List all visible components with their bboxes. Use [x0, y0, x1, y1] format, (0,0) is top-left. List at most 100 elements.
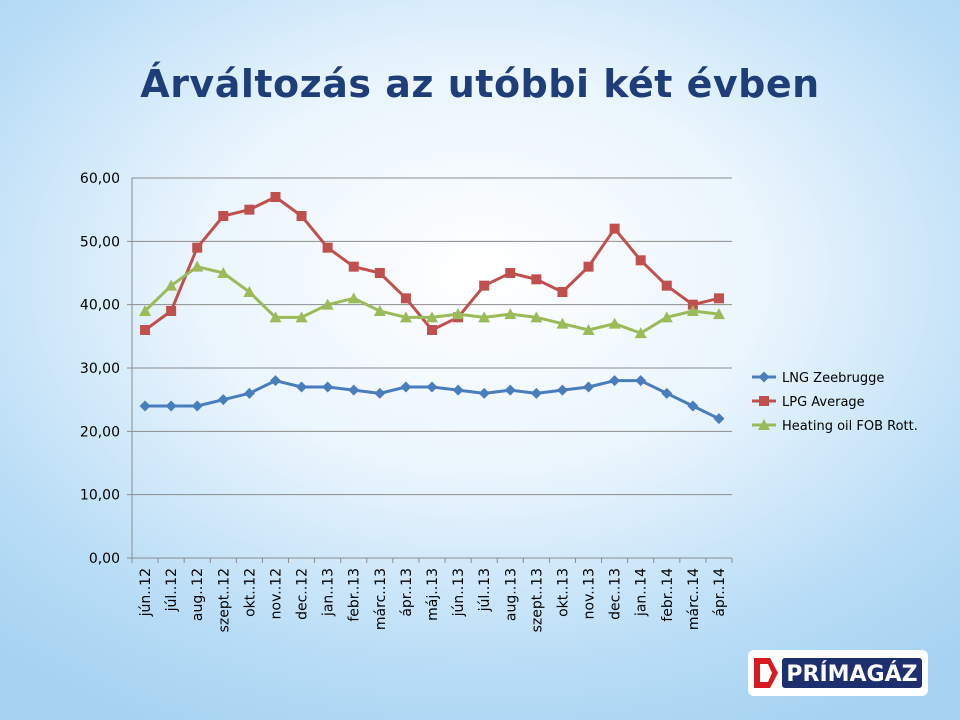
x-tick-labels: jún..12 júl..12 aug..12 szept..12 okt..12 nov… — [138, 568, 728, 632]
data-point — [374, 387, 386, 399]
data-point — [582, 324, 595, 335]
data-point — [635, 255, 646, 266]
data-point — [243, 286, 256, 297]
data-point — [531, 274, 542, 285]
data-point — [218, 211, 229, 221]
x-tick-label: jan..14 — [634, 568, 650, 617]
svg-text:PRÍMAGÁZ: PRÍMAGÁZ — [786, 661, 917, 687]
y-tick-label: 30,00 — [80, 361, 120, 377]
data-point — [322, 242, 333, 253]
legend-label: LNG Zeebrugge — [782, 371, 884, 386]
data-point — [321, 298, 334, 310]
data-point — [217, 267, 230, 278]
data-point — [399, 311, 412, 323]
data-point — [686, 305, 699, 316]
x-tick-label: szept..12 — [216, 568, 232, 632]
data-point — [139, 305, 152, 316]
data-point — [322, 381, 334, 393]
x-tick-label: márc..13 — [373, 568, 389, 630]
data-point — [661, 280, 672, 291]
data-point — [478, 387, 490, 399]
data-point — [713, 293, 724, 304]
x-tick-label: febr..14 — [660, 568, 676, 622]
data-point — [348, 384, 360, 396]
data-point — [530, 387, 542, 399]
data-point — [348, 261, 359, 272]
gridlines — [132, 177, 732, 496]
data-point — [635, 375, 647, 387]
data-point — [270, 192, 281, 202]
data-point — [452, 308, 465, 320]
data-point — [505, 268, 516, 278]
data-point — [373, 305, 386, 316]
series-lng-zeebrugge — [139, 375, 725, 425]
data-point — [479, 280, 490, 291]
series-line — [144, 195, 720, 332]
y-tick-labels: 0,00 10,00 20,00 30,00 40,00 50,00 60,00 — [80, 171, 120, 567]
data-point — [165, 279, 178, 291]
data-point — [609, 375, 621, 387]
x-tick-label: ápr..14 — [712, 568, 728, 617]
series-heating-oil-fob-rott — [139, 260, 725, 339]
y-tick-label: 10,00 — [80, 488, 120, 504]
data-point — [139, 400, 151, 412]
data-point — [243, 387, 255, 399]
legend-marker — [758, 419, 770, 430]
data-point — [269, 375, 281, 387]
x-tick-label: máj..13 — [425, 568, 441, 621]
x-tick-label: nov..12 — [268, 568, 284, 619]
y-tick-label: 20,00 — [80, 424, 120, 440]
data-point — [583, 261, 594, 272]
data-point — [400, 293, 411, 304]
legend-label: LPG Average — [782, 395, 865, 410]
data-point — [504, 308, 517, 320]
y-tick-label: 40,00 — [80, 298, 120, 314]
data-point — [530, 311, 543, 323]
data-point — [660, 311, 673, 323]
data-point — [634, 327, 647, 339]
data-point — [296, 381, 308, 393]
chart-title: Árváltozás az utóbbi két évben — [140, 62, 820, 106]
data-point — [556, 384, 568, 396]
data-point — [217, 394, 229, 406]
legend-entry: LPG Average — [752, 395, 865, 410]
data-point — [191, 260, 204, 272]
y-tick-label: 0,00 — [89, 551, 120, 567]
series-lpg-average — [140, 192, 724, 335]
legend-marker — [759, 396, 769, 406]
x-tick-label: febr..13 — [347, 568, 363, 622]
x-tick-label: jan..13 — [321, 568, 337, 617]
x-tick-label: júl..13 — [477, 568, 493, 612]
data-point — [608, 317, 621, 329]
data-point — [269, 311, 282, 323]
data-point — [609, 223, 620, 234]
data-point — [687, 400, 699, 412]
data-point — [426, 381, 438, 393]
data-point — [296, 211, 307, 221]
x-tick-label: dec..12 — [295, 568, 311, 620]
legend: LNG Zeebrugge LPG Average Heating oil FOB … — [752, 371, 918, 434]
data-point — [504, 384, 516, 396]
legend-label: Heating oil FOB Rott. — [782, 419, 918, 434]
data-point — [557, 287, 568, 297]
x-tick-label: márc..14 — [686, 568, 702, 630]
data-point — [166, 306, 177, 316]
series-line — [143, 265, 720, 335]
data-point — [713, 413, 725, 425]
data-point — [191, 400, 203, 412]
data-point — [244, 204, 255, 215]
data-point — [661, 387, 673, 399]
x-tick-label: dec..13 — [608, 568, 624, 620]
x-tick-label: aug..13 — [503, 568, 519, 621]
data-point — [165, 400, 177, 412]
data-point — [426, 311, 438, 323]
data-point — [140, 325, 151, 335]
data-point — [374, 268, 385, 278]
data-point — [583, 381, 595, 393]
legend-entry: LNG Zeebrugge — [752, 371, 884, 386]
x-tick-label: ápr..13 — [399, 568, 415, 617]
data-point — [192, 242, 203, 253]
x-tick-label: nov..13 — [582, 568, 598, 619]
data-point — [295, 311, 308, 323]
